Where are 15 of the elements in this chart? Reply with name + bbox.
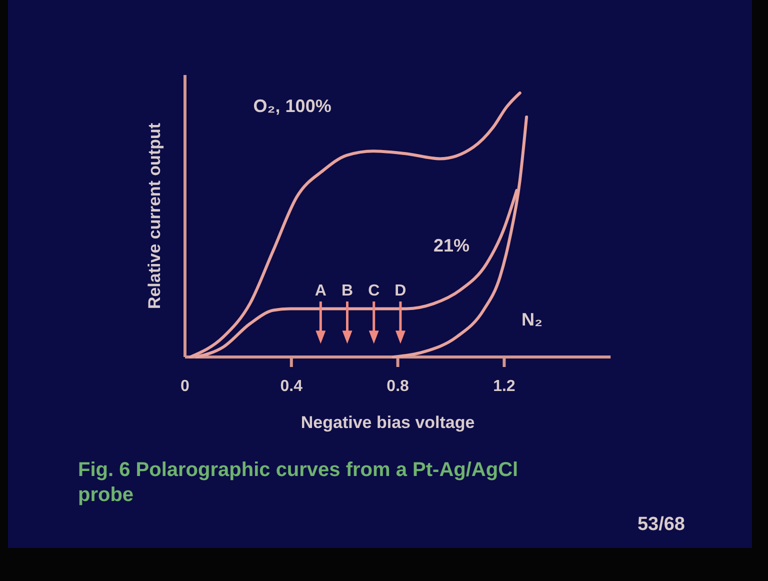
text: 53/68: [637, 514, 685, 535]
series-label: 21%: [433, 235, 470, 256]
caption: Fig. 6 Polarographic curves from a Pt-Ag/AgCl probe: [78, 459, 518, 506]
annotation: C: [368, 282, 380, 300]
text: O₂, 100%: [253, 96, 332, 116]
x-tick-label: 0.8: [386, 378, 410, 395]
series-label: N₂: [522, 309, 543, 330]
annotation: A: [314, 282, 327, 300]
x-axis-title: Negative bias voltage: [300, 413, 475, 432]
x-tick-label: 0.4: [280, 378, 303, 395]
annotation: B: [341, 282, 354, 300]
x-tick-label: 0: [180, 378, 190, 395]
x-tick-label: 1.2: [493, 378, 516, 395]
y-axis-title: Relative current output: [145, 122, 164, 310]
annotation: D: [394, 282, 406, 300]
